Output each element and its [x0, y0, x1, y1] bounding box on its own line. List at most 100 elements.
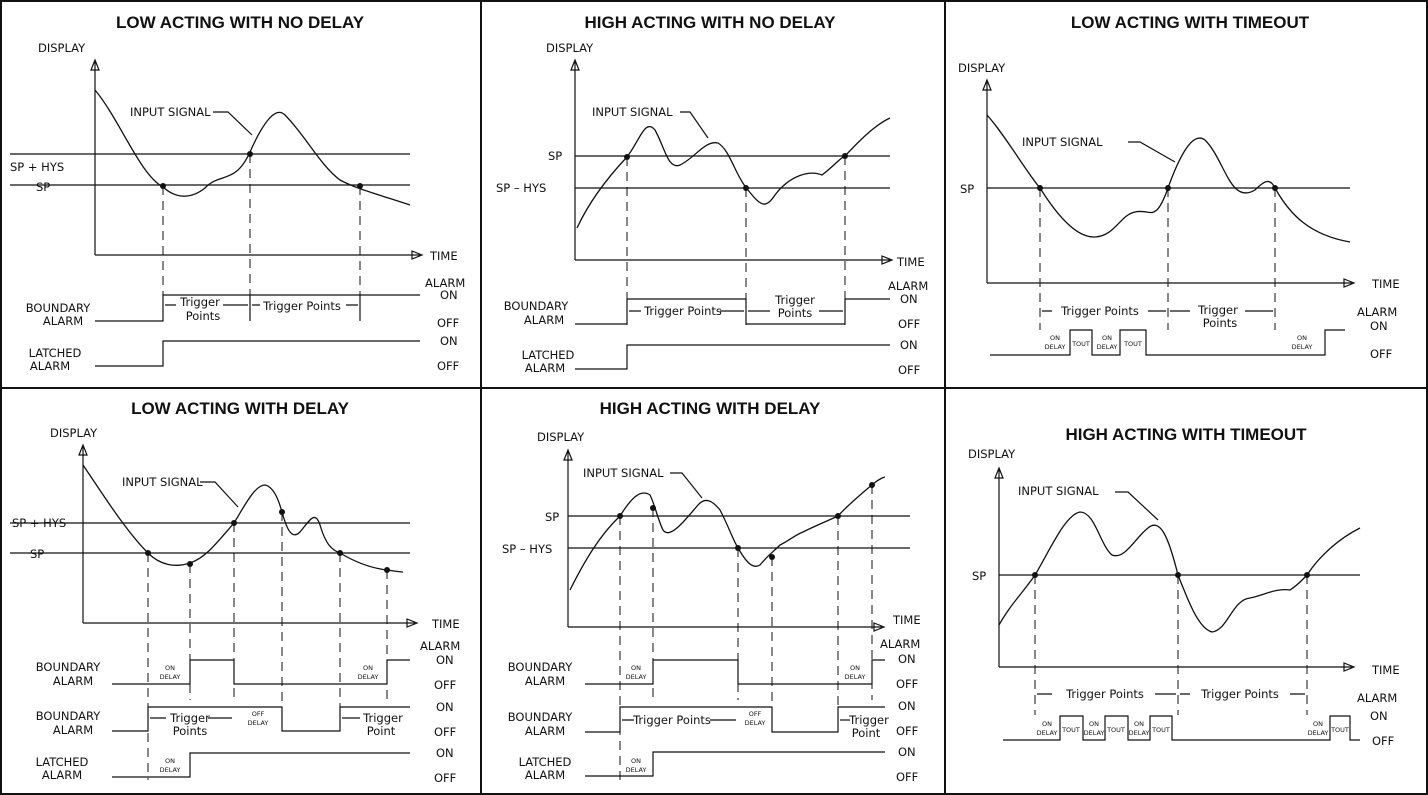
tout-annotation: TOUT — [1071, 340, 1090, 348]
input-signal-leader — [213, 111, 253, 136]
trigger-points-annotation: Trigger Points — [1060, 304, 1139, 318]
input-signal-label: INPUT SIGNAL — [1018, 484, 1099, 498]
time-axis — [568, 622, 886, 632]
on-delay-annotation: DELAY — [160, 673, 181, 681]
panel-title: HIGH ACTING WITH DELAY — [600, 399, 821, 418]
alarm-off-label: OFF — [898, 317, 920, 331]
boundary-alarm-waveform — [585, 659, 885, 685]
panel-title: LOW ACTING WITH TIMEOUT — [1071, 13, 1310, 32]
time-axis — [987, 278, 1356, 288]
on-delay-annotation: DELAY — [358, 673, 379, 681]
on-delay-annotation: DELAY — [1292, 343, 1313, 351]
latched-alarm-label: ALARM — [525, 768, 565, 782]
on-delay-annotation: ON — [631, 664, 641, 672]
time-axis — [95, 250, 424, 260]
trigger-points-annotation: Trigger — [848, 713, 889, 727]
boundary-alarm-label: BOUNDARY — [36, 660, 102, 674]
alarm-header: ALARM — [888, 279, 928, 293]
boundary-alarm-waveform — [585, 706, 885, 733]
alarm-header: ALARM — [425, 276, 465, 290]
latched-on-label: ON — [900, 338, 918, 352]
latched-alarm-label: LATCHED — [36, 755, 89, 769]
on-delay-annotation: DELAY — [1097, 343, 1118, 351]
time-axis-label: TIME — [1371, 277, 1400, 291]
boundary-alarm-label: BOUNDARY — [508, 660, 574, 674]
sp-hys-label: SP + HYS — [10, 160, 64, 174]
display-axis-label: DISPLAY — [958, 61, 1006, 75]
sp-label: SP — [972, 569, 986, 583]
alarm-off-label: OFF — [896, 677, 918, 691]
on-delay-annotation: DELAY — [1037, 729, 1058, 737]
panel-title: LOW ACTING WITH NO DELAY — [116, 13, 365, 32]
alarm-timeout-waveform — [990, 329, 1345, 356]
trigger-points-annotation: Trigger — [179, 295, 220, 309]
on-delay-annotation: DELAY — [626, 673, 647, 681]
off-delay-annotation: OFF — [252, 710, 265, 718]
trigger-points-annotation: Trigger Points — [262, 299, 341, 313]
latched-off-label: OFF — [896, 770, 918, 784]
trigger-points-annotation: Trigger — [169, 711, 210, 725]
panel-title: HIGH ACTING WITH TIMEOUT — [1065, 425, 1307, 444]
latched-off-label: OFF — [437, 359, 459, 373]
sp-label: SP — [30, 547, 44, 561]
display-axis-label: DISPLAY — [38, 41, 86, 55]
trigger-points-annotation: Trigger Points — [643, 304, 722, 318]
input-signal-curve — [998, 511, 1361, 633]
alarm-off-label: OFF — [434, 725, 456, 739]
on-delay-annotation: DELAY — [160, 766, 181, 774]
display-axis — [994, 466, 1004, 667]
boundary-alarm-label: ALARM — [524, 313, 564, 327]
input-signal-label: INPUT SIGNAL — [1022, 135, 1103, 149]
alarm-on-label: ON — [898, 652, 916, 666]
alarm-header: ALARM — [420, 639, 460, 653]
sp-label: SP — [960, 182, 974, 196]
panel-low-acting-delay: LOW ACTING WITH DELAY DISPLAY TIME SP + … — [10, 399, 460, 785]
off-delay-annotation: OFF — [749, 710, 762, 718]
latched-alarm-waveform — [112, 752, 410, 778]
on-delay-annotation: ON — [1050, 334, 1060, 342]
trigger-points-annotation: Trigger — [774, 293, 815, 307]
panel-low-acting-no-delay: LOW ACTING WITH NO DELAY DISPLAY TIME SP… — [10, 13, 465, 373]
boundary-alarm-label: BOUNDARY — [504, 299, 570, 313]
panel-title: HIGH ACTING WITH NO DELAY — [585, 13, 837, 32]
alarm-off-label: OFF — [1370, 347, 1392, 361]
alarm-header: ALARM — [1357, 691, 1397, 705]
input-signal-label: INPUT SIGNAL — [583, 466, 664, 480]
alarm-on-label: ON — [440, 288, 458, 302]
trigger-points-annotation: Point — [367, 724, 396, 738]
latched-alarm-label: ALARM — [42, 768, 82, 782]
input-signal-label: INPUT SIGNAL — [130, 105, 211, 119]
on-delay-annotation: ON — [1297, 334, 1307, 342]
sp-label: SP — [548, 149, 562, 163]
on-delay-annotation: ON — [1134, 720, 1144, 728]
on-delay-annotation: ON — [1089, 720, 1099, 728]
on-delay-annotation: ON — [1102, 334, 1112, 342]
alarm-off-label: OFF — [1372, 734, 1394, 748]
input-signal-curve — [576, 117, 891, 229]
sp-hys-label: SP – HYS — [496, 181, 546, 195]
boundary-alarm-label: ALARM — [53, 723, 93, 737]
on-delay-annotation: DELAY — [845, 673, 866, 681]
on-delay-annotation: ON — [850, 664, 860, 672]
on-delay-annotation: ON — [1042, 720, 1052, 728]
trigger-points-annotation: Trigger Points — [1065, 687, 1144, 701]
on-delay-annotation: ON — [363, 664, 373, 672]
trigger-points-annotation: Trigger — [1197, 303, 1238, 317]
off-delay-annotation: DELAY — [248, 719, 269, 727]
alarm-header: ALARM — [880, 637, 920, 651]
on-delay-annotation: DELAY — [1129, 729, 1150, 737]
display-axis — [982, 78, 992, 283]
time-axis-label: TIME — [429, 249, 458, 263]
on-delay-annotation: ON — [165, 664, 175, 672]
tout-annotation: TOUT — [1123, 340, 1142, 348]
tout-annotation: TOUT — [1106, 726, 1125, 734]
alarm-off-label: OFF — [437, 316, 459, 330]
latched-on-label: ON — [436, 746, 454, 760]
latched-alarm-label: ALARM — [30, 359, 70, 373]
display-axis-label: DISPLAY — [50, 426, 98, 440]
display-axis — [570, 58, 580, 260]
time-axis-label: TIME — [431, 617, 460, 631]
input-signal-leader — [1128, 141, 1176, 163]
time-axis-label: TIME — [1371, 663, 1400, 677]
